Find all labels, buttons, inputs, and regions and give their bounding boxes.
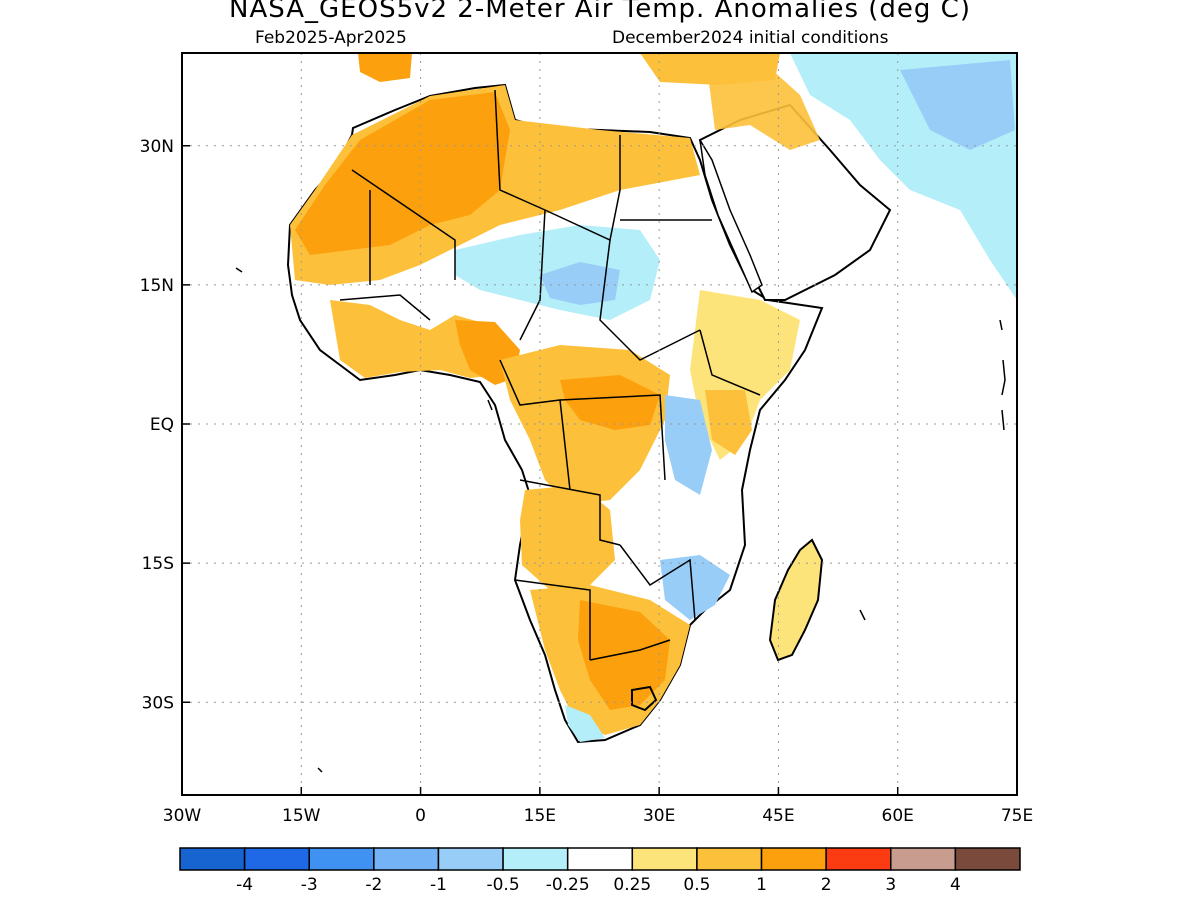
map-frame-area bbox=[235, 53, 1017, 773]
y-tick-label: 30S bbox=[142, 693, 174, 713]
colorbar-label: 3 bbox=[885, 875, 896, 895]
colorbar-swatch bbox=[179, 847, 246, 871]
colorbar-swatch bbox=[631, 847, 698, 871]
colorbar-label: 1 bbox=[756, 875, 767, 895]
colorbar-swatch bbox=[890, 847, 957, 871]
map-title: NASA_GEOS5v2 2-Meter Air Temp. Anomalies… bbox=[229, 0, 971, 24]
europe-fragment bbox=[358, 53, 412, 82]
sahara-strong-warm bbox=[295, 92, 510, 255]
colorbar-label: -0.25 bbox=[546, 875, 590, 895]
x-tick-label: 45E bbox=[762, 806, 794, 826]
y-tick-label: 15N bbox=[140, 276, 174, 296]
x-tick-label: 15E bbox=[524, 806, 556, 826]
colorbar-label: -2 bbox=[365, 875, 382, 895]
colorbar-swatch bbox=[243, 847, 310, 871]
x-axis: 30W 15W 0 15E 30E 45E 60E 75E bbox=[163, 787, 1033, 826]
colorbar-swatch bbox=[566, 847, 634, 871]
y-tick-label: EQ bbox=[150, 415, 174, 435]
x-tick-label: 60E bbox=[882, 806, 914, 826]
middle-east-anomaly bbox=[708, 68, 820, 150]
x-tick-label: 15W bbox=[282, 806, 321, 826]
colorbar-swatch bbox=[308, 847, 375, 871]
initial-conditions: December2024 initial conditions bbox=[612, 28, 889, 48]
forecast-period: Feb2025-Apr2025 bbox=[255, 28, 407, 48]
colorbar-swatch bbox=[954, 847, 1021, 871]
colorbar-swatch bbox=[825, 847, 892, 871]
colorbar-label: -0.5 bbox=[486, 875, 519, 895]
cape-cool bbox=[565, 705, 605, 742]
x-tick-label: 30W bbox=[163, 806, 202, 826]
west-africa-warm bbox=[330, 300, 510, 378]
colorbar-label: 2 bbox=[821, 875, 832, 895]
colorbar-swatch bbox=[760, 847, 827, 871]
angola-warm bbox=[520, 485, 615, 590]
sahel-cool-core bbox=[540, 262, 620, 305]
lake-victoria-cool bbox=[665, 395, 712, 495]
x-tick-label: 75E bbox=[1001, 806, 1033, 826]
colorbar: -4 -3 -2 -1 -0.5 -0.25 0.25 0.5 1 2 3 4 bbox=[179, 847, 1021, 895]
kenya-warm bbox=[705, 390, 752, 455]
map-gridlines bbox=[182, 53, 1017, 795]
madagascar bbox=[768, 538, 824, 662]
colorbar-label: 0.25 bbox=[613, 875, 651, 895]
colorbar-label: 4 bbox=[950, 875, 961, 895]
colorbar-swatch bbox=[502, 847, 569, 871]
x-tick-label: 30E bbox=[643, 806, 675, 826]
country-borders bbox=[339, 89, 761, 661]
mozambique-cool bbox=[660, 555, 730, 620]
colorbar-label: -3 bbox=[301, 875, 318, 895]
colorbar-swatch bbox=[373, 847, 440, 871]
asia-cool-core bbox=[900, 60, 1015, 150]
x-tick-label: 0 bbox=[415, 806, 426, 826]
turkey-region bbox=[640, 53, 780, 85]
islands bbox=[235, 267, 1006, 773]
southern-africa-strong-warm bbox=[578, 600, 670, 710]
y-axis: 30N 15N EQ 15S 30S bbox=[140, 137, 190, 713]
colorbar-swatch bbox=[696, 847, 763, 871]
congo-warm-core bbox=[560, 375, 660, 430]
red-sea bbox=[699, 139, 763, 294]
colorbar-label: -1 bbox=[430, 875, 447, 895]
y-tick-label: 15S bbox=[142, 554, 174, 574]
colorbar-swatch bbox=[437, 847, 504, 871]
colorbar-label: -4 bbox=[236, 875, 253, 895]
colorbar-label: 0.5 bbox=[683, 875, 710, 895]
y-tick-label: 30N bbox=[140, 137, 174, 157]
